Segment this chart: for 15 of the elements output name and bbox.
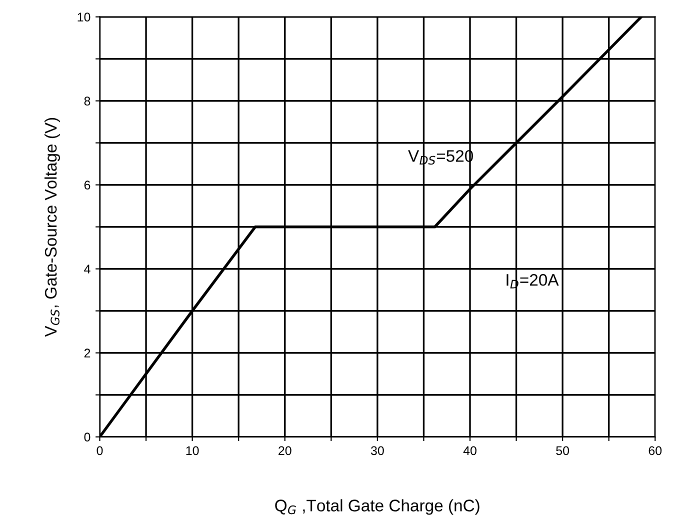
x-tick-label: 20 [278, 446, 292, 456]
x-tick-label: 60 [648, 446, 662, 456]
x-tick-label: 40 [463, 446, 476, 456]
y-tick-label: 8 [84, 96, 90, 106]
x-tick-label: 10 [186, 446, 199, 456]
y-axis-title: V$_{GS}$, Gate-Source Voltage (V) [44, 118, 60, 337]
y-tick-label: 2 [84, 348, 90, 358]
x-tick-label: 50 [556, 446, 570, 456]
y-tick-label: 6 [84, 180, 90, 190]
x-axis-title: Q$_{G}$ ,Total Gate Charge (nC) [275, 499, 480, 515]
x-tick-label: 30 [370, 446, 384, 456]
x-tick-label: 0 [96, 446, 103, 456]
y-tick-label: 10 [78, 12, 90, 22]
y-tick-label: 4 [84, 264, 90, 274]
y-tick-label: 0 [84, 432, 90, 442]
